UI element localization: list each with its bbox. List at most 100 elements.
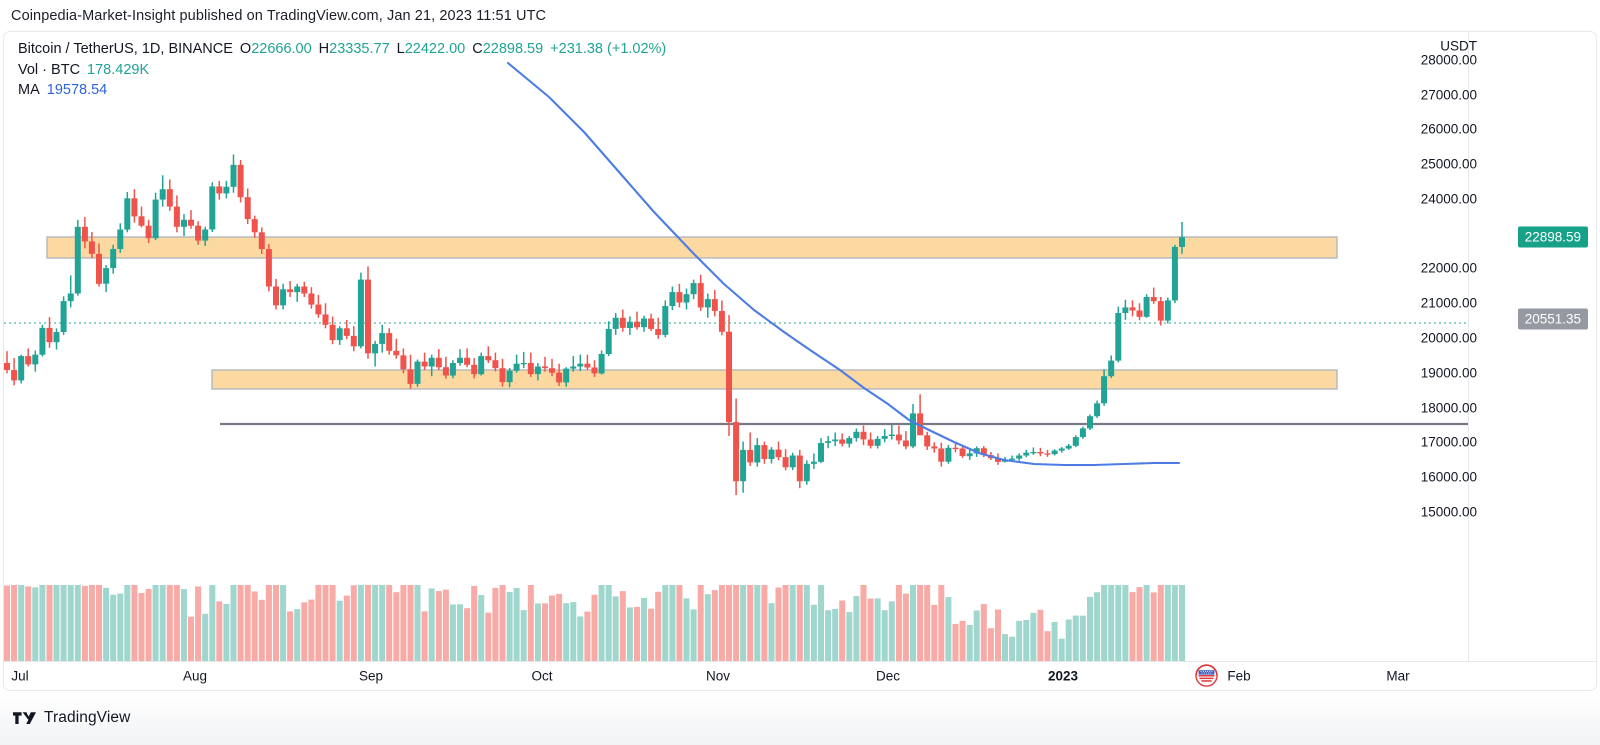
candle-body [435,357,442,368]
volume-bar [251,591,258,662]
candle-body [1087,416,1093,429]
volume-bar [867,598,874,662]
volume-bar [966,624,973,662]
plot-area[interactable] [4,32,1469,662]
candle-body [534,366,541,375]
resistance-zone-21500[interactable] [211,369,1338,390]
tradingview-logo-icon[interactable] [13,711,36,726]
price-tick: 25000.00 [1420,156,1477,172]
volume-bar [662,585,669,662]
candle-body [1143,297,1150,317]
candle-body [803,463,810,482]
ma-line[interactable] [506,61,1181,467]
candle-body [46,327,53,343]
price-tick: 21000.00 [1420,295,1477,311]
volume-bar [188,616,194,662]
volume-bar [25,586,32,662]
volume-bar [329,585,336,662]
volume-bar [365,585,371,662]
candle-body [428,357,435,367]
candle-body [117,229,124,249]
volume-bar [860,585,867,662]
volume-bar [138,593,145,662]
volume-bar [874,598,881,662]
candle-body [556,372,563,383]
footer-bar: TradingView [0,691,1600,745]
volume-bar [1171,585,1178,662]
volume-bar [1087,596,1093,662]
candle-body [895,434,902,441]
volume-bar [336,600,343,662]
candle-body [1101,376,1108,404]
time-axis[interactable]: Jul Aug Sep Oct Nov Dec 2023 Feb Mar [4,661,1596,690]
candle-body [952,447,959,450]
volume-bar [230,585,237,662]
volume-bar [485,612,492,662]
price-tick: 22000.00 [1420,260,1477,276]
time-tick: Nov [705,668,731,684]
volume-bar [839,600,846,662]
volume-bar [1079,615,1086,662]
volume-bar [357,585,364,662]
volume-bar [265,585,272,662]
volume-bar [577,616,584,662]
candle-body [733,422,740,482]
candle-body [634,321,640,328]
candle-body [761,445,768,459]
candle-body [726,331,732,423]
volume-bar [4,585,10,662]
volume-bar [287,611,294,662]
volume-bar [428,588,435,662]
resistance-zone-25000[interactable] [46,236,1338,259]
volume-bar [761,585,768,662]
candle-body [152,199,159,239]
volume-bar [711,590,718,662]
candle-body [273,286,279,306]
volume-bar [796,585,803,662]
candle-body [379,333,386,344]
candle-body [407,369,414,384]
candle-body [400,355,407,370]
volume-bar [322,585,329,662]
candlestick-series[interactable] [4,154,1185,496]
volume-bar [457,604,463,662]
candle-body [598,354,605,374]
candle-body [782,457,789,468]
volume-bar [421,611,428,662]
volume-bar [393,592,400,662]
candle-body [655,329,662,335]
volume-bar [563,603,570,662]
candle-body [980,448,987,456]
candle-body [81,226,88,242]
last-price-badge[interactable]: 22898.59 [1517,226,1588,248]
volume-bar [1179,585,1185,662]
candle-body [853,431,860,439]
candle-body [506,370,513,383]
chart-panel[interactable]: Bitcoin / TetherUS, 1D, BINANCE O22666.00… [3,31,1597,691]
support-price-badge[interactable]: 20551.35 [1517,308,1588,330]
price-tick: 27000.00 [1420,87,1477,103]
volume-bar [733,585,740,662]
candle-body [1157,301,1164,321]
volume-bar [513,587,520,662]
volume-bar [195,586,202,662]
candle-body [917,413,924,436]
volume-bar [846,612,853,662]
candle-body [619,317,626,328]
volume-bar [952,623,959,662]
candle-body [874,438,881,446]
attribution-text: Coinpedia-Market-Insight published on Tr… [11,7,547,24]
candle-body [1164,300,1171,321]
candle-body [499,368,506,383]
candle-body [188,219,194,226]
volume-bar [11,585,18,662]
candle-body [1009,458,1016,460]
candle-body [542,366,548,369]
us-flag-event-icon[interactable] [1195,664,1218,687]
candle-body [209,186,216,230]
candle-body [740,449,747,482]
price-axis[interactable]: USDT 28000.00 27000.00 26000.00 25000.00 240… [1421,32,1596,662]
candle-body [1058,448,1065,451]
volume-bar [995,609,1001,662]
zone-group [46,236,1338,390]
